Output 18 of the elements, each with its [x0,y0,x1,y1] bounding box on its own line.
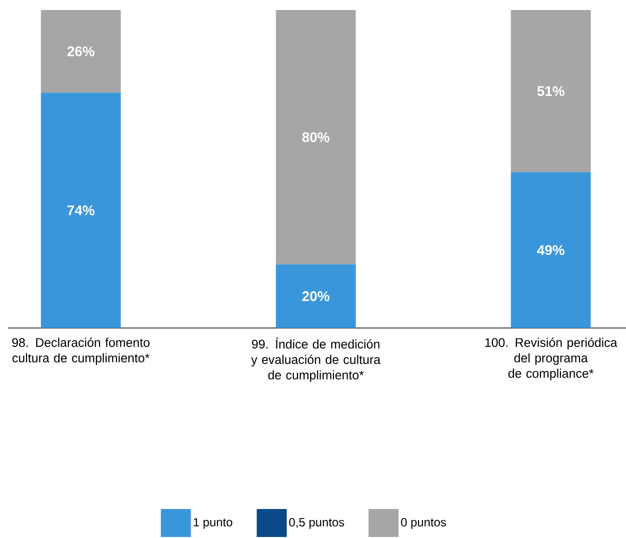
x-tick-label: 100. Revisión periódica del programa de compliance* [485,338,618,380]
data-label: 51% [537,86,564,96]
bar [40,92,121,328]
bar [510,172,591,328]
data-label: 80% [302,132,330,142]
legend-label: 0 puntos [401,518,446,529]
bar [276,264,356,328]
data-label: 49% [537,245,564,256]
legend-label: 0,5 puntos [289,518,344,529]
data-label: 74% [67,205,94,216]
bar [510,10,591,172]
x-tick-label: 99. Índice de medición y evaluación de cultura de cumplimiento* [251,338,381,382]
legend-label: 1 punto [194,518,232,529]
x-tick-label: 98. Declaración fomento cultura de cumplimiento* [12,338,150,365]
bar [276,10,356,264]
bar [40,10,121,93]
data-label: 26% [67,46,94,56]
data-label: 20% [302,291,330,302]
